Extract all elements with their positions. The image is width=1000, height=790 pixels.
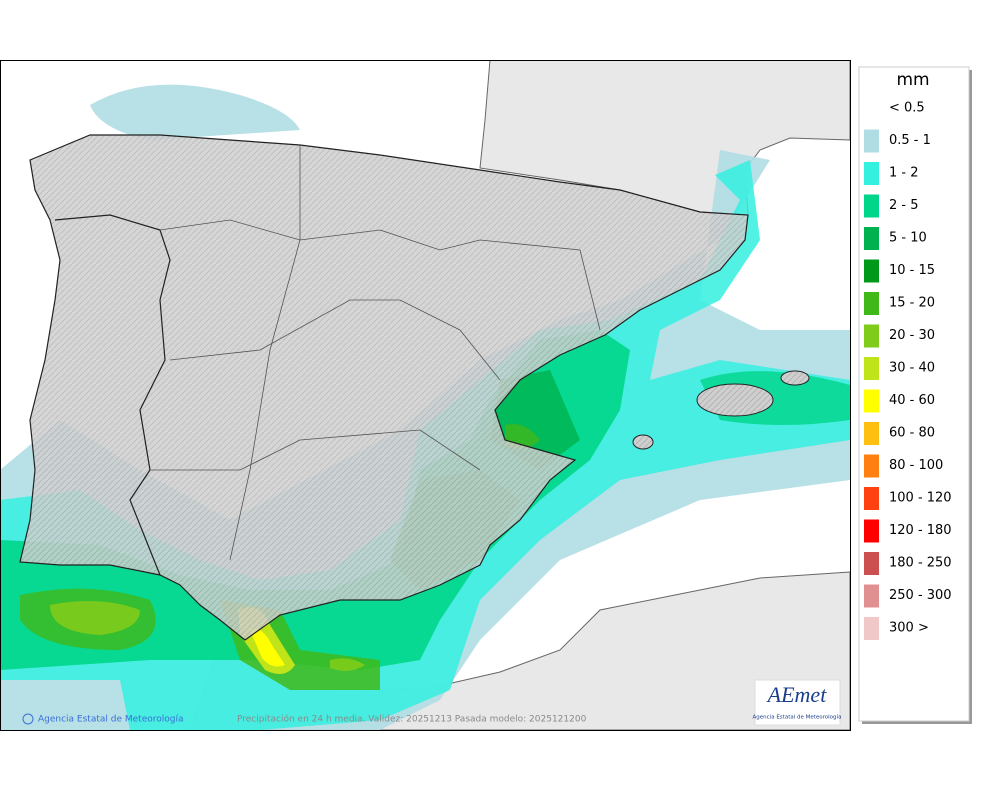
legend-label: 60 - 80: [889, 426, 935, 441]
legend-swatch: [864, 194, 879, 218]
legend-swatch: [864, 389, 879, 413]
ibiza: [632, 434, 654, 450]
legend-swatch: [864, 162, 879, 185]
legend-label: 40 - 60: [889, 393, 935, 408]
legend-label: 300 >: [889, 621, 929, 636]
legend-swatch: [864, 227, 879, 250]
map-frame: [0, 60, 851, 731]
legend-label: 180 - 250: [889, 556, 952, 571]
legend-swatch: [864, 422, 879, 445]
legend-label: 30 - 40: [889, 361, 935, 376]
legend-swatch: [864, 454, 879, 478]
legend-label: 20 - 30: [889, 328, 935, 343]
legend-label: 2 - 5: [889, 198, 919, 213]
legend-swatch: [864, 519, 879, 543]
legend-swatch: [864, 552, 879, 575]
logo-name: AEmet: [766, 682, 828, 707]
credit: Agencia Estatal de Meteorología: [38, 715, 184, 725]
menorca: [780, 370, 810, 386]
legend-label: 120 - 180: [889, 523, 952, 538]
legend-swatch: [864, 129, 879, 153]
legend-label: 1 - 2: [889, 166, 919, 181]
legend-swatch: [864, 584, 879, 608]
legend-label: 80 - 100: [889, 458, 943, 473]
legend-label: 100 - 120: [889, 491, 952, 506]
logo-subtitle: Agencia Estatal de Meteorología: [753, 714, 842, 721]
map: Agencia Estatal de Meteorología Precipit…: [0, 60, 850, 730]
legend-label: 0.5 - 1: [889, 133, 931, 148]
legend-swatch: [864, 617, 879, 640]
portugal-border: [54, 214, 171, 576]
legend-swatch: [864, 292, 879, 315]
legend-label: 10 - 15: [889, 263, 935, 278]
logo-box: [754, 679, 841, 726]
legend-unit: mm: [896, 70, 929, 90]
iberia: [19, 134, 749, 641]
legend-label: < 0.5: [889, 101, 925, 116]
legend-swatch: [864, 324, 879, 348]
legend: < 0.5 0.5 - 1 1 - 2 2 - 5 5 - 10 10 - 15 15 - …: [864, 101, 952, 640]
region-borders: [150, 145, 601, 561]
legend-label: 15 - 20: [889, 296, 935, 311]
legend-swatch: [864, 357, 879, 380]
legend-label: 250 - 300: [889, 588, 952, 603]
copyright-icon: [22, 713, 34, 725]
legend-swatch: [864, 487, 879, 510]
legend-swatch: [864, 259, 879, 283]
mallorca: [696, 383, 774, 417]
caption: Precipitación en 24 h media. Validez: 20…: [237, 714, 587, 725]
legend-label: 5 - 10: [889, 231, 927, 246]
